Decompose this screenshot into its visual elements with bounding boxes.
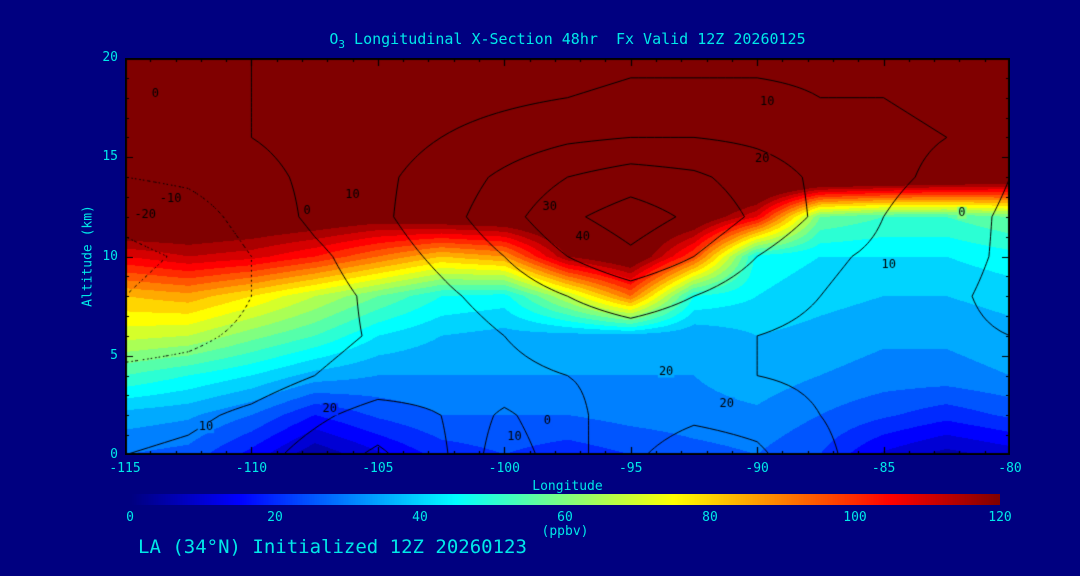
colorbar-tick-label: 0 [126, 510, 134, 525]
y-tick-label: 20 [102, 50, 118, 65]
title-text: Longitudinal X-Section 48hr Fx Valid 12Z… [345, 30, 806, 48]
x-tick-label: -85 [871, 461, 896, 476]
plot-title: O3 Longitudinal X-Section 48hr Fx Valid … [125, 30, 1010, 51]
x-tick-label: -115 [109, 461, 141, 476]
x-axis-label: Longitude [532, 479, 603, 494]
y-tick-label: 5 [110, 347, 118, 363]
colorbar-tick-label: 120 [988, 510, 1012, 525]
x-tick-label: -105 [362, 461, 394, 476]
colorbar-units-label: (ppbv) [541, 524, 589, 539]
x-tick-label: -90 [745, 461, 769, 476]
colorbar-tick-label: 80 [702, 510, 718, 525]
title-subscript: 3 [338, 38, 346, 51]
chart-canvas [125, 58, 1010, 455]
x-tick-label: -100 [488, 461, 520, 476]
y-tick-label: 10 [102, 248, 118, 264]
colorbar-tick-label: 100 [843, 510, 867, 525]
x-tick-label: -80 [998, 461, 1022, 476]
y-tick-label: 15 [102, 149, 118, 165]
colorbar-tick-label: 40 [412, 510, 428, 525]
colorbar-tick-label: 60 [557, 510, 573, 525]
init-time-caption: LA (34°N) Initialized 12Z 20260123 [138, 536, 527, 558]
title-element: O [329, 30, 339, 48]
x-tick-label: -110 [235, 461, 268, 476]
colorbar-canvas [130, 494, 1000, 505]
x-tick-label: -95 [618, 461, 643, 476]
y-tick-label: 0 [110, 447, 118, 462]
colorbar-tick-label: 20 [267, 510, 283, 525]
